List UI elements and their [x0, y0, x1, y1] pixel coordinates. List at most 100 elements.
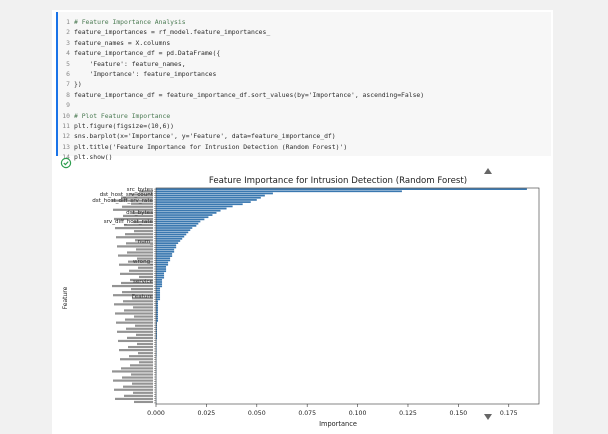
chart-bars	[156, 188, 527, 404]
code-text: feature_importance_df = pd.DataFrame({	[74, 49, 221, 58]
line-number: 5	[66, 59, 70, 68]
bar	[156, 270, 167, 273]
y-label-clutter	[139, 190, 153, 193]
y-label-clutter	[138, 266, 153, 269]
bar	[156, 296, 161, 298]
bar	[156, 276, 165, 279]
y-label-clutter	[134, 315, 153, 318]
bar	[156, 190, 402, 193]
bar	[156, 259, 171, 262]
code-line: 4 feature_importance_df = pd.DataFrame({	[58, 48, 551, 58]
bar	[156, 231, 189, 234]
y-label-clutter	[134, 230, 153, 233]
line-number: 6	[66, 69, 70, 78]
code-text: })	[74, 80, 82, 89]
bar	[156, 235, 185, 238]
bar	[156, 300, 159, 303]
y-label-clutter	[123, 300, 153, 303]
line-number: 1	[66, 18, 70, 26]
code-text: # Plot Feature Importance	[74, 111, 171, 120]
bar	[156, 313, 159, 316]
y-label-clutter	[131, 202, 153, 205]
code-text: # Feature Importance Analysis	[74, 18, 186, 26]
bar	[156, 272, 165, 275]
y-label-clutter	[125, 318, 153, 321]
code-line: 2 feature_importances = rf_model.feature_…	[58, 27, 551, 37]
y-label-clutter	[133, 391, 153, 394]
y-label-clutter	[115, 312, 153, 315]
bar	[156, 307, 159, 309]
code-line: 3 feature_names = X.columns	[58, 38, 551, 48]
code-line: 14 plt.show()	[58, 152, 551, 162]
y-label-clutter	[135, 239, 153, 242]
x-axis-label: Importance	[319, 420, 357, 428]
code-lines: 1 # Feature Importance Analysis 2 feature_i…	[58, 17, 551, 162]
bar	[156, 261, 169, 264]
y-label-clutter	[133, 306, 153, 309]
bar	[156, 311, 159, 314]
line-number: 14	[62, 153, 70, 162]
bar	[156, 287, 161, 290]
bar	[156, 196, 261, 199]
bar	[156, 257, 171, 260]
x-tick-label: 0.025	[198, 410, 216, 417]
y-label-clutter	[114, 388, 153, 391]
code-line: 9	[58, 100, 551, 110]
y-label-clutter	[121, 367, 153, 370]
bar	[156, 266, 167, 268]
y-label-clutter	[129, 269, 153, 272]
y-label-clutter	[132, 211, 153, 214]
line-number: 4	[66, 49, 70, 58]
bar	[156, 324, 158, 327]
x-tick-label: 0.175	[500, 410, 518, 417]
y-label-clutter	[115, 227, 153, 230]
bar	[156, 294, 161, 296]
code-text: feature_names = X.columns	[74, 38, 171, 47]
bar	[156, 188, 527, 190]
bar	[156, 309, 159, 311]
code-text: feature_importances = rf_model.feature_i…	[74, 28, 271, 37]
y-label-clutter	[127, 251, 153, 254]
bar	[156, 328, 158, 331]
bar	[156, 253, 173, 255]
code-line: 11 plt.figure(figsize=(10,6))	[58, 121, 551, 131]
y-label-clutter	[130, 193, 153, 196]
y-label-clutter	[120, 272, 153, 275]
code-text: 'Feature': feature_names,	[74, 59, 186, 68]
y-label-clutter	[122, 376, 153, 379]
code-text: plt.figure(figsize=(10,6))	[74, 121, 175, 130]
bar	[156, 205, 233, 208]
bar	[156, 337, 158, 340]
y-tick-label: num_	[138, 239, 154, 245]
y-label-clutter	[119, 263, 153, 266]
bar	[156, 229, 191, 232]
bar	[156, 214, 213, 216]
line-number: 11	[62, 121, 70, 130]
bar	[156, 298, 161, 301]
line-number: 8	[66, 90, 70, 99]
bar	[156, 212, 217, 214]
y-label-clutter	[135, 324, 153, 327]
code-cell[interactable]: 1 # Feature Importance Analysis 2 feature_i…	[56, 12, 551, 161]
y-label-clutter	[116, 236, 153, 239]
scroll-up-arrow-icon[interactable]	[484, 168, 492, 174]
bar	[156, 263, 169, 266]
bar	[156, 242, 179, 244]
bar	[156, 209, 221, 212]
y-label-clutter	[128, 260, 153, 263]
y-label-clutter	[121, 196, 153, 199]
bar	[156, 274, 165, 277]
code-text: plt.title('Feature Importance for Intrus…	[74, 142, 348, 151]
bar	[156, 237, 183, 240]
bar	[156, 268, 167, 270]
code-line: 7})	[58, 79, 551, 89]
code-line: 12 sns.barplot(x='Importance', y='Feature…	[58, 131, 551, 141]
y-tick-labels: src_bytesdst_host_srv_countdst_host_diff…	[92, 187, 156, 404]
line-number: 3	[66, 38, 70, 47]
bar	[156, 289, 161, 292]
y-label-clutter	[113, 294, 153, 297]
y-tick-label: src_bytes	[127, 187, 153, 193]
y-label-clutter	[133, 220, 153, 224]
scroll-down-arrow-icon[interactable]	[484, 414, 492, 420]
y-axis-label: Feature	[62, 286, 69, 309]
